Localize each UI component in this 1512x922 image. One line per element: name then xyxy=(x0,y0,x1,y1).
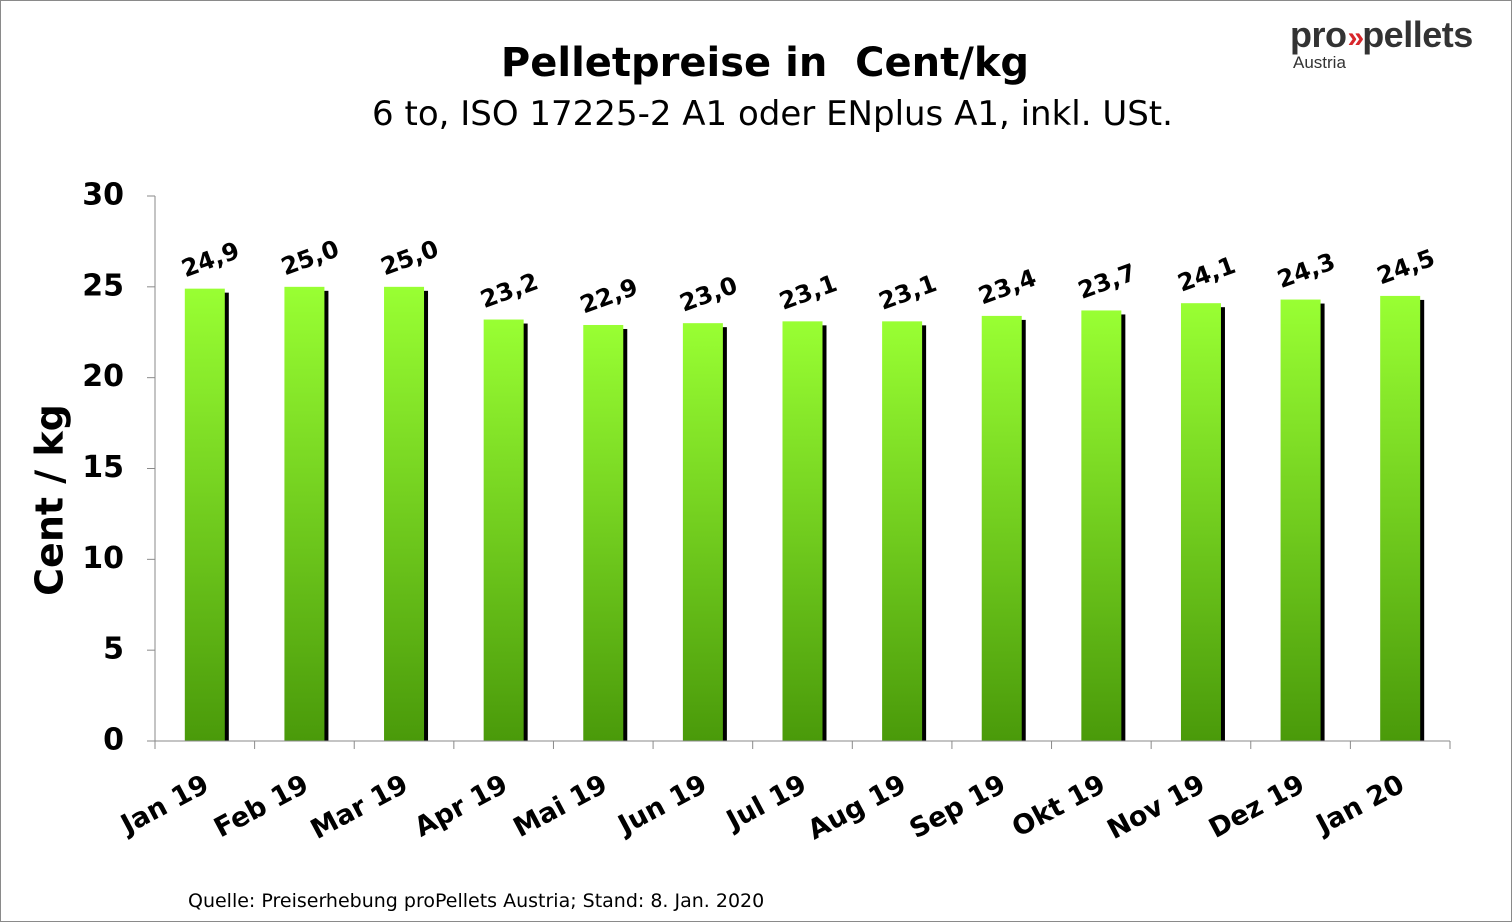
bar xyxy=(682,323,723,741)
data-label: 25,0 xyxy=(377,235,442,282)
data-label: 24,1 xyxy=(1174,251,1239,298)
data-label: 24,5 xyxy=(1373,244,1438,291)
bars-layer xyxy=(184,286,1425,741)
chart-title: Pelletpreise in Cent/kg xyxy=(500,40,1030,86)
y-tick-label: 5 xyxy=(103,632,124,667)
bar xyxy=(1280,299,1321,741)
x-tick-label: Jun 19 xyxy=(612,769,713,842)
data-label: 24,3 xyxy=(1274,247,1339,294)
data-label: 23,7 xyxy=(1074,258,1139,305)
y-tick-label: 25 xyxy=(82,268,124,303)
x-tick-label: Sep 19 xyxy=(905,769,1011,845)
x-tick-label: Mai 19 xyxy=(509,769,613,844)
bar xyxy=(882,321,923,741)
logo-wordmark: pro» pellets xyxy=(1290,14,1473,56)
bar xyxy=(483,319,524,741)
bar xyxy=(184,288,225,741)
bar xyxy=(782,321,823,741)
data-label: 23,1 xyxy=(776,269,841,316)
x-tick-label: Mar 19 xyxy=(306,769,414,846)
x-tick-label: Jan 20 xyxy=(1310,769,1410,842)
y-tick-label: 0 xyxy=(103,723,124,758)
y-tick-label: 10 xyxy=(82,541,124,576)
y-axis-title: Cent / kg xyxy=(28,404,72,596)
x-tick-label: Nov 19 xyxy=(1102,769,1210,846)
x-tick-label: Okt 19 xyxy=(1007,769,1111,844)
bar xyxy=(583,324,624,741)
y-tick-label: 30 xyxy=(82,178,124,213)
logo-text-pellets: pellets xyxy=(1362,14,1473,55)
chart-subtitle: 6 to, ISO 17225-2 A1 oder ENplus A1, ink… xyxy=(372,94,1173,134)
data-label: 24,9 xyxy=(178,236,243,283)
x-tick-label: Apr 19 xyxy=(410,769,513,844)
source-note: Quelle: Preiserhebung proPellets Austria… xyxy=(188,890,765,912)
data-label: 22,9 xyxy=(576,273,641,320)
axes-layer xyxy=(147,195,1451,749)
data-label: 23,0 xyxy=(676,271,741,318)
bar xyxy=(1081,310,1122,741)
bar xyxy=(981,315,1022,741)
x-tick-label: Feb 19 xyxy=(209,769,314,844)
x-tick-label: Dez 19 xyxy=(1204,769,1310,845)
bar xyxy=(1180,303,1221,741)
bar xyxy=(284,286,325,741)
logo-subtitle: Austria xyxy=(1293,53,1346,72)
y-tick-label: 20 xyxy=(82,359,124,394)
bar xyxy=(384,286,425,741)
bar xyxy=(1380,295,1421,741)
propellets-logo: pro» pellets Austria xyxy=(1290,14,1473,73)
data-label: 23,2 xyxy=(477,267,542,314)
y-tick-label: 15 xyxy=(82,450,124,485)
x-tick-label: Jul 19 xyxy=(720,769,812,837)
x-tick-label: Jan 19 xyxy=(114,769,214,842)
data-label: 23,4 xyxy=(975,264,1040,311)
data-label: 23,1 xyxy=(875,269,940,316)
logo-text-pro: pro xyxy=(1290,14,1347,55)
data-label: 25,0 xyxy=(277,235,342,282)
x-tick-label: Aug 19 xyxy=(803,769,912,846)
